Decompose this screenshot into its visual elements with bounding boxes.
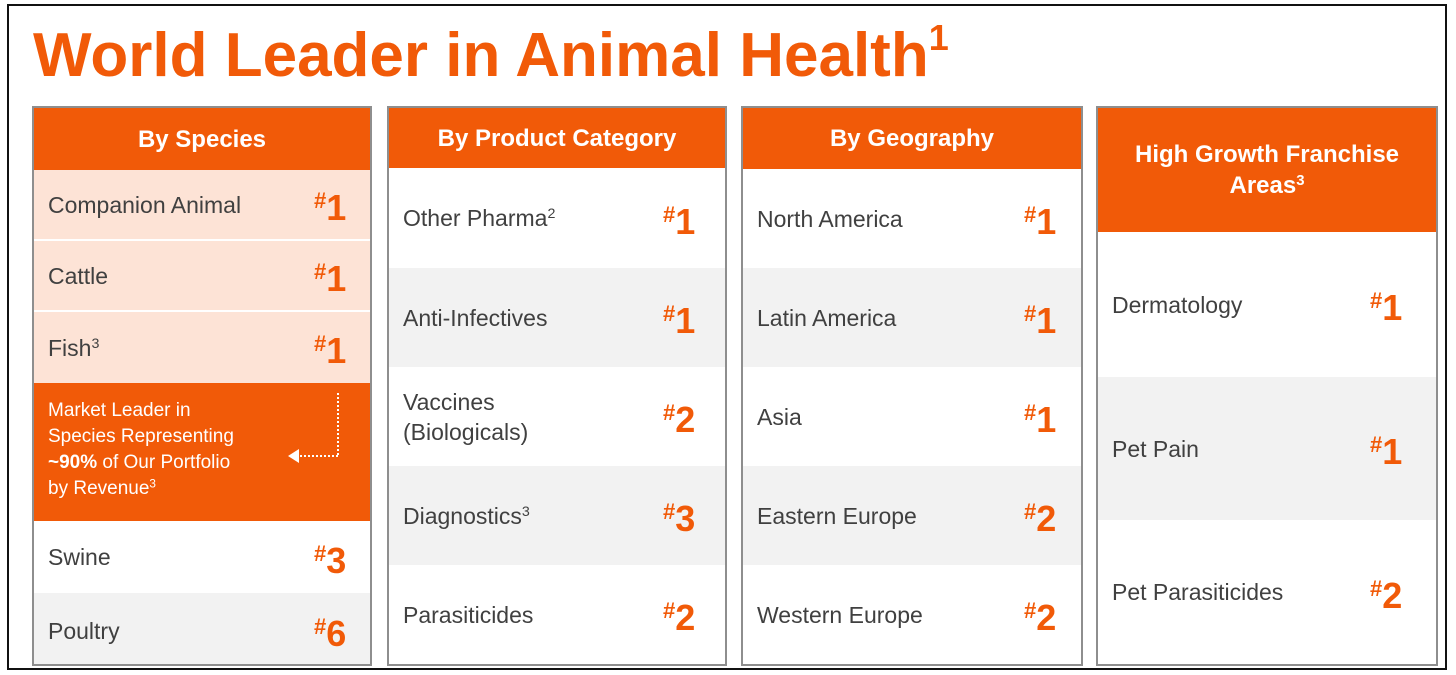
rank-badge: #1 — [1024, 300, 1057, 341]
footnote-marker: 3 — [91, 335, 100, 352]
callout-text: Market Leader in Species Representing ~9… — [48, 400, 234, 499]
rank-badge: #3 — [663, 498, 696, 539]
list-item: Western Europe #2 — [743, 565, 1081, 664]
arrow-left-icon — [288, 449, 299, 463]
row-label: Poultry — [48, 617, 120, 644]
list-item: Pet Parasiticides #2 — [1098, 520, 1436, 664]
rank-badge: #2 — [1024, 498, 1057, 539]
list-item: Cattle #1 — [34, 241, 370, 312]
rank-badge: #1 — [314, 258, 347, 299]
slide-frame: World Leader in Animal Health1 By Specie… — [7, 4, 1447, 670]
market-leader-callout: Market Leader in Species Representing ~9… — [34, 383, 370, 521]
list-item: Vaccines (Biologicals) #2 — [389, 367, 725, 466]
row-label: Dermatology — [1112, 291, 1243, 318]
list-item: Diagnostics3 #3 — [389, 466, 725, 565]
dotted-arrow-line — [296, 455, 338, 457]
row-label: Latin America — [757, 304, 897, 331]
rank-badge: #2 — [1370, 574, 1403, 616]
column-header-product: By Product Category — [389, 108, 725, 168]
row-label: Cattle — [48, 262, 109, 289]
rank-badge: #1 — [1370, 431, 1403, 472]
list-item: Dermatology #1 — [1098, 232, 1436, 377]
dotted-arrow-line — [337, 393, 339, 455]
row-label: Asia — [757, 403, 802, 430]
rank-badge: #3 — [314, 539, 347, 581]
footnote-marker: 3 — [521, 503, 530, 520]
row-label: Pet Pain — [1112, 435, 1199, 462]
title-footnote: 1 — [928, 17, 949, 58]
rank-badge: #2 — [663, 399, 696, 440]
rank-badge: #2 — [1024, 597, 1057, 638]
row-label: Western Europe — [757, 601, 923, 628]
column-by-species: By Species Companion Animal #1 Cattle #1… — [32, 106, 372, 666]
rank-badge: #1 — [314, 187, 347, 228]
list-item: Poultry #6 — [34, 593, 370, 664]
rank-badge: #1 — [1024, 201, 1057, 242]
list-item: North America #1 — [743, 169, 1081, 268]
footnote-marker: 3 — [1296, 172, 1305, 189]
column-high-growth-franchise: High Growth Franchise Areas3 Dermatology … — [1096, 106, 1438, 666]
rank-badge: #1 — [663, 200, 696, 242]
list-item: Other Pharma2 #1 — [389, 168, 725, 268]
list-item: Anti-Infectives #1 — [389, 268, 725, 367]
row-label: Eastern Europe — [757, 502, 917, 529]
rank-badge: #1 — [663, 300, 696, 341]
row-label: Swine — [48, 544, 111, 570]
rank-badge: #1 — [1370, 287, 1403, 328]
row-label: Companion Animal — [48, 191, 242, 218]
row-label: Other Pharma2 — [403, 205, 556, 231]
column-header-franchise: High Growth Franchise Areas3 — [1098, 108, 1436, 232]
rank-badge: #1 — [1024, 399, 1057, 440]
row-label: Diagnostics3 — [403, 502, 530, 529]
list-item: Eastern Europe #2 — [743, 466, 1081, 565]
list-item: Pet Pain #1 — [1098, 377, 1436, 520]
list-item: Companion Animal #1 — [34, 170, 370, 241]
row-label: North America — [757, 205, 903, 232]
row-label: Parasiticides — [403, 601, 534, 628]
list-item: Swine #3 — [34, 521, 370, 593]
rank-badge: #6 — [314, 613, 347, 654]
column-by-geography: By Geography North America #1 Latin Amer… — [741, 106, 1083, 666]
column-header-geography: By Geography — [743, 108, 1081, 169]
column-header-species: By Species — [34, 108, 370, 170]
row-label: Anti-Infectives — [403, 304, 548, 331]
rank-badge: #1 — [314, 330, 347, 371]
list-item: Parasiticides #2 — [389, 565, 725, 664]
page-title: World Leader in Animal Health1 — [33, 17, 949, 91]
list-item: Fish3 #1 — [34, 312, 370, 383]
row-label: Vaccines (Biologicals) — [403, 388, 529, 445]
list-item: Latin America #1 — [743, 268, 1081, 367]
row-label: Pet Parasiticides — [1112, 579, 1284, 605]
list-item: Asia #1 — [743, 367, 1081, 466]
row-label: Fish3 — [48, 334, 100, 361]
rank-badge: #2 — [663, 597, 696, 638]
column-by-product-category: By Product Category Other Pharma2 #1 Ant… — [387, 106, 727, 666]
footnote-marker: 2 — [547, 206, 556, 223]
